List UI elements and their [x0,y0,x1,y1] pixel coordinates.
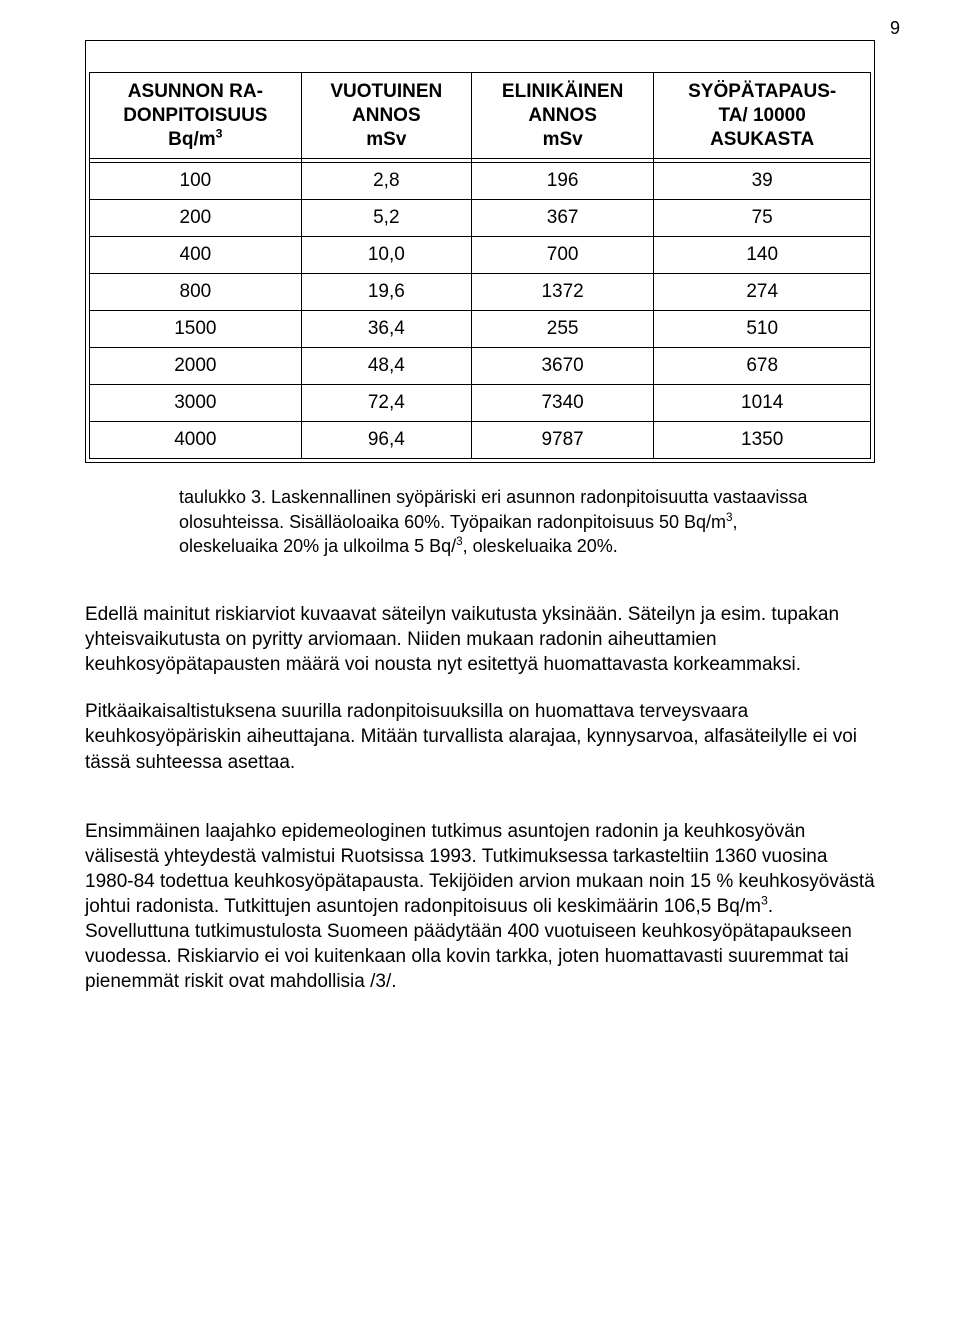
column-header: SYÖPÄTAPAUS-TA/ 10000ASUKASTA [654,73,871,159]
table-cell: 255 [471,311,653,348]
paragraph-2: Pitkäaikaisaltistuksena suurilla radonpi… [85,699,875,774]
table-body: 1002,8196392005,23677540010,070014080019… [90,159,871,459]
table-cell: 510 [654,311,871,348]
table-row: 80019,61372274 [90,274,871,311]
page-number: 9 [890,18,900,39]
table-cell: 2000 [90,348,302,385]
table-cell: 1014 [654,385,871,422]
radon-table-wrap: ASUNNON RA-DONPITOISUUSBq/m3VUOTUINENANN… [85,40,875,463]
table-cell: 3000 [90,385,302,422]
table-cell: 1350 [654,422,871,459]
table-cell: 200 [90,200,302,237]
column-header: ASUNNON RA-DONPITOISUUSBq/m3 [90,73,302,159]
table-cell: 678 [654,348,871,385]
table-cell: 36,4 [301,311,471,348]
table-cell: 140 [654,237,871,274]
table-cell: 5,2 [301,200,471,237]
table-cell: 19,6 [301,274,471,311]
table-cell: 9787 [471,422,653,459]
table-cell: 800 [90,274,302,311]
table-cell: 7340 [471,385,653,422]
table-cell: 274 [654,274,871,311]
table-row: 2005,236775 [90,200,871,237]
table-row: 150036,4255510 [90,311,871,348]
table-header: ASUNNON RA-DONPITOISUUSBq/m3VUOTUINENANN… [90,73,871,159]
table-cell: 72,4 [301,385,471,422]
table-cell: 48,4 [301,348,471,385]
radon-table: ASUNNON RA-DONPITOISUUSBq/m3VUOTUINENANN… [89,72,871,459]
table-cell: 3670 [471,348,653,385]
paragraph-1: Edellä mainitut riskiarviot kuvaavat sät… [85,602,875,677]
table-row: 40010,0700140 [90,237,871,274]
table-caption: taulukko 3. Laskennallinen syöpäriski er… [179,485,819,558]
paragraph-3: Ensimmäinen laajahko epidemeologinen tut… [85,819,875,995]
table-cell: 39 [654,163,871,200]
table-cell: 196 [471,163,653,200]
column-header: VUOTUINENANNOSmSv [301,73,471,159]
table-cell: 400 [90,237,302,274]
table-cell: 700 [471,237,653,274]
table-cell: 1372 [471,274,653,311]
table-cell: 10,0 [301,237,471,274]
table-cell: 4000 [90,422,302,459]
table-cell: 75 [654,200,871,237]
table-cell: 96,4 [301,422,471,459]
table-row: 400096,497871350 [90,422,871,459]
column-header: ELINIKÄINENANNOSmSv [471,73,653,159]
table-cell: 2,8 [301,163,471,200]
table-cell: 100 [90,163,302,200]
table-row: 1002,819639 [90,163,871,200]
table-row: 200048,43670678 [90,348,871,385]
table-row: 300072,473401014 [90,385,871,422]
table-cell: 1500 [90,311,302,348]
table-cell: 367 [471,200,653,237]
